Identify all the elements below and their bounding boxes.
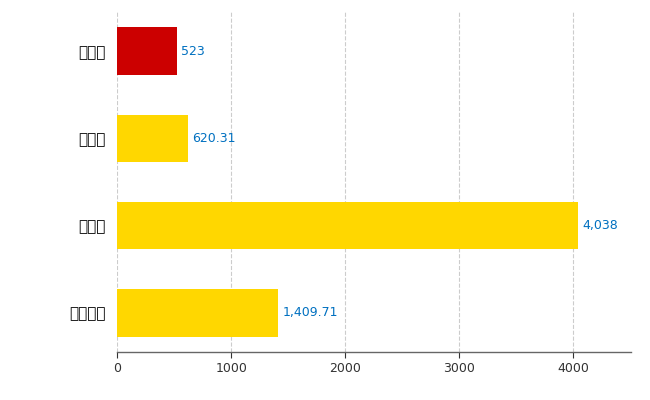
Text: 4,038: 4,038 [582,219,618,232]
Text: 620.31: 620.31 [192,132,236,145]
Text: 523: 523 [181,45,205,58]
Bar [117,28,177,75]
Bar [117,289,278,336]
Bar [117,114,188,162]
Bar [117,202,578,250]
Text: 1,409.71: 1,409.71 [283,306,338,319]
